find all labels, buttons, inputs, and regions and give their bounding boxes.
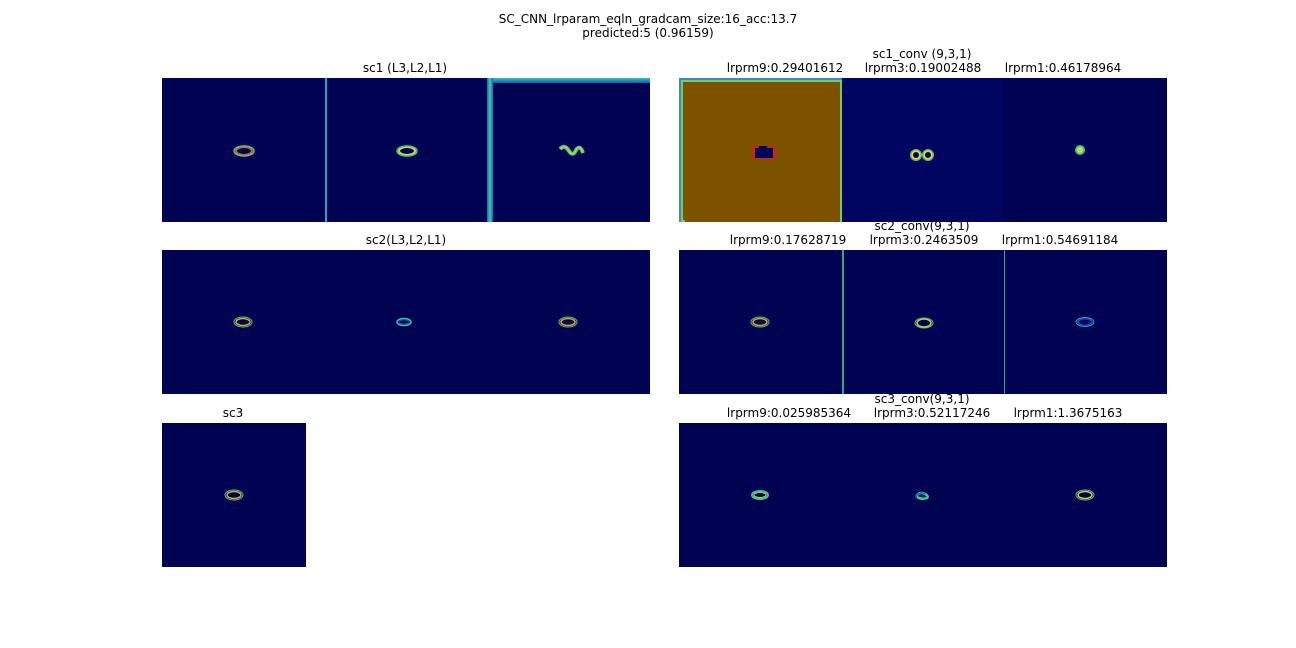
sc1-activation-blobs — [233, 144, 585, 157]
sc2-conv-blob-1 — [1077, 317, 1093, 327]
sc1-top-edge — [493, 78, 650, 83]
sc3-conv-blob-9 — [751, 490, 769, 500]
sc1-heatmap — [162, 78, 650, 222]
sc2-conv-label-2: lrprm1:0.54691184 — [1001, 233, 1119, 247]
sc2-conv-divider-1 — [842, 250, 844, 394]
sc1-conv-blob-3b — [923, 150, 933, 160]
sc2-conv-title: sc2_conv(9,3,1) — [874, 219, 970, 233]
sc2-conv-blob-3 — [916, 318, 932, 328]
sc1-conv-label-2: lrprm1:0.46178964 — [1004, 61, 1122, 75]
sc3-activation-blobs — [224, 489, 244, 501]
sc1-divider-2 — [487, 78, 493, 222]
sc1-conv-label-1: lrprm3:0.19002488 — [864, 61, 982, 75]
sc1-blob-l3 — [235, 146, 253, 156]
figure-title: SC_CNN_lrparam_eqln_gradcam_size:16_acc:… — [398, 12, 898, 40]
sc3-conv-label-2: lrprm1:1.3675163 — [1013, 406, 1123, 420]
sc3-blob — [226, 490, 242, 500]
sc2-title: sc2(L3,L2,L1) — [365, 233, 447, 247]
sc3-conv-title: sc3_conv(9,3,1) — [874, 392, 970, 406]
sc2-blob-l1 — [560, 317, 576, 327]
sc2-activation-blobs — [233, 316, 578, 328]
sc3-conv-label-1: lrprm3:0.52117246 — [873, 406, 991, 420]
sc1-conv-activation-blobs — [752, 145, 1085, 161]
sc1-conv-heatmap — [679, 78, 1167, 222]
sc2-blob-l3 — [235, 317, 251, 327]
sc3-heatmap — [162, 423, 306, 567]
sc3-conv-blob-1 — [1077, 490, 1093, 500]
sc1-conv-title: sc1_conv (9,3,1) — [872, 47, 972, 61]
sc2-conv-label-0: lrprm9:0.17628719 — [729, 233, 847, 247]
sc2-blob-l2 — [396, 317, 412, 327]
sc1-title: sc1 (L3,L2,L1) — [362, 61, 448, 75]
sc3-conv-activation-blobs — [751, 489, 1095, 501]
sc1-conv-blob-3a — [911, 150, 921, 160]
sc2-conv-blob-9 — [752, 317, 768, 327]
figure-title-line1: SC_CNN_lrparam_eqln_gradcam_size:16_acc:… — [498, 12, 798, 26]
figure-title-line2: predicted:5 (0.96159) — [582, 26, 714, 40]
sc2-conv-activation-blobs — [750, 316, 1095, 329]
sc2-heatmap — [162, 250, 650, 394]
sc3-conv-heatmap — [679, 423, 1167, 567]
sc2-conv-heatmap — [679, 250, 1167, 394]
sc1-blob-l2 — [398, 146, 416, 156]
sc1-conv-blob-1 — [1075, 145, 1085, 155]
sc1-divider-1 — [325, 78, 327, 222]
sc2-conv-divider-2 — [1004, 250, 1005, 394]
sc1-conv-label-0: lrprm9:0.29401612 — [726, 61, 844, 75]
sc3-title: sc3 — [222, 406, 244, 420]
sc1-conv-cell-3 — [842, 78, 1002, 222]
sc3-conv-label-0: lrprm9:0.025985364 — [726, 406, 852, 420]
sc2-conv-label-1: lrprm3:0.2463509 — [869, 233, 979, 247]
